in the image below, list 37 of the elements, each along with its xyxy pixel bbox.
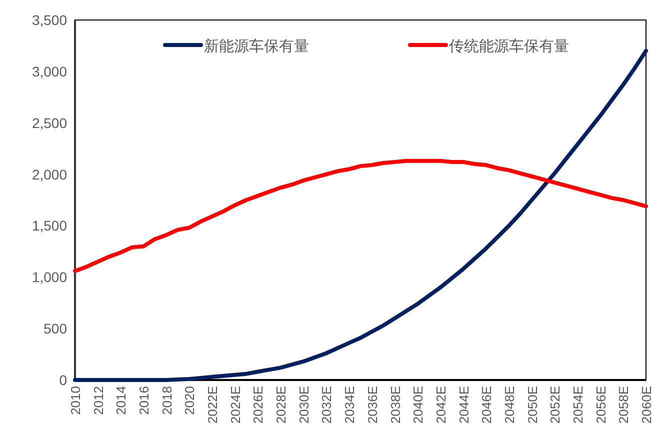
x-tick-label: 2032E — [319, 386, 334, 424]
x-tick-label: 2022E — [205, 386, 220, 424]
legend-label: 传统能源车保有量 — [449, 37, 569, 55]
x-tick-label: 2042E — [433, 386, 448, 424]
line-series — [73, 158, 648, 273]
y-tick-label: 1,000 — [32, 269, 68, 286]
x-tick-label: 2018 — [159, 386, 174, 415]
y-tick-label: 3,000 — [32, 63, 68, 80]
x-tick-label: 2052E — [548, 386, 563, 424]
y-tick-label: 3,500 — [32, 12, 68, 28]
x-tick-label: 2056E — [593, 386, 608, 424]
x-tick-label: 2020 — [182, 386, 198, 415]
x-tick-label: 2034E — [342, 386, 358, 424]
x-tick-label: 2016 — [136, 386, 152, 415]
x-tick-label: 2030E — [296, 386, 312, 424]
y-tick-label: 1,500 — [32, 218, 68, 234]
x-tick-label: 2050E — [524, 386, 540, 424]
x-tick-label: 2036E — [364, 386, 380, 424]
x-tick-label: 2024E — [228, 386, 243, 424]
y-tick-label: 500 — [44, 320, 68, 337]
x-tick-label: 2060E — [639, 386, 654, 424]
x-tick-label: 2028E — [274, 386, 289, 424]
legend-label: 新能源车保有量 — [204, 37, 309, 55]
x-tick-label: 2040E — [410, 386, 426, 424]
x-tick-label: 2038E — [388, 386, 403, 424]
x-tick-label: 2054E — [570, 386, 586, 424]
x-tick-label: 2026E — [250, 386, 266, 424]
y-tick-label: 2,500 — [32, 114, 68, 131]
y-tick-label: 2,000 — [32, 166, 68, 182]
x-tick-label: 2048E — [502, 386, 517, 424]
x-tick-label: 2014 — [114, 386, 129, 415]
x-tick-label: 2046E — [479, 386, 494, 424]
y-tick-label: 0 — [59, 372, 68, 388]
x-tick-label: 2044E — [456, 386, 472, 424]
x-tick-label: 2010 — [68, 386, 83, 415]
x-tick-label: 2012 — [90, 386, 106, 415]
x-tick-label: 2058E — [616, 386, 632, 424]
